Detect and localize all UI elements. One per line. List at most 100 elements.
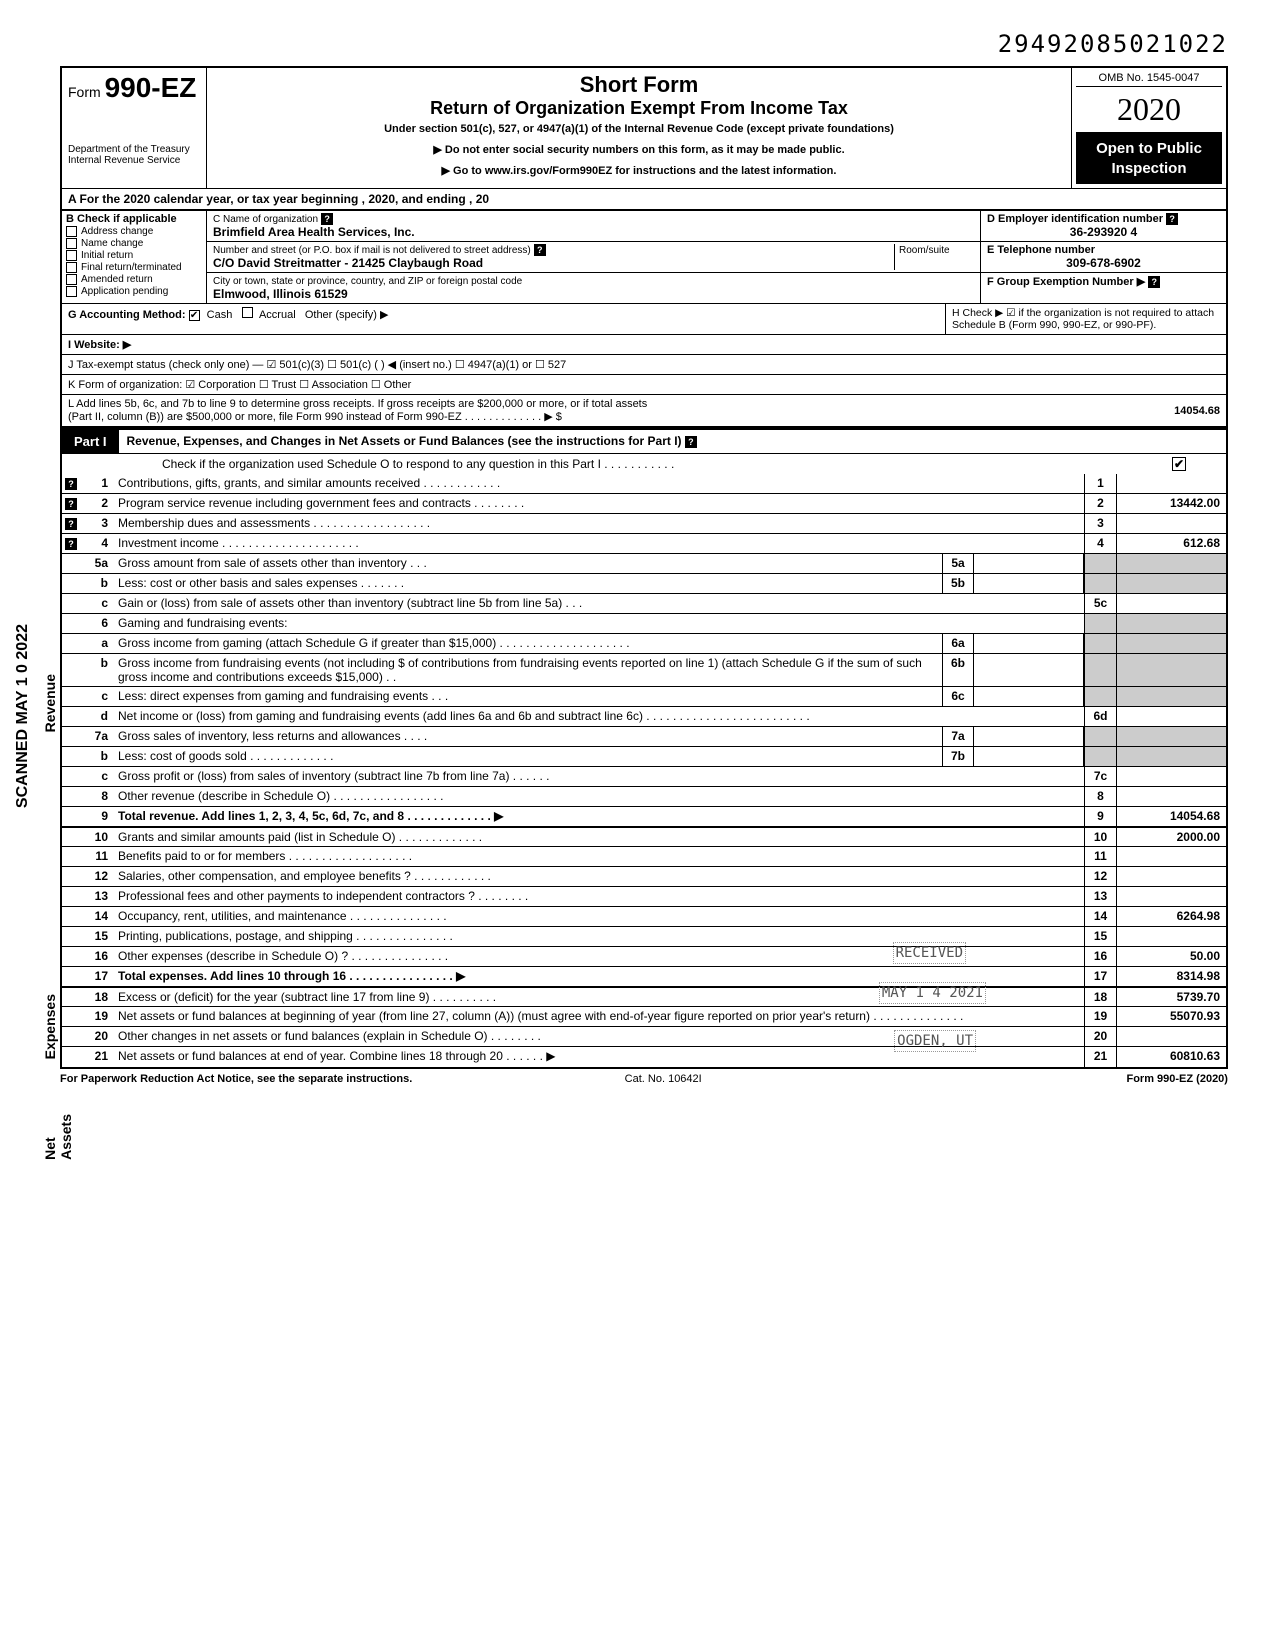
- gross-receipts-value: 14054.68: [1174, 405, 1220, 417]
- mid-value: [974, 574, 1084, 593]
- line-number: 9: [80, 807, 112, 826]
- right-value: 60810.63: [1116, 1047, 1226, 1067]
- help-icon-sidebar[interactable]: [62, 614, 80, 633]
- right-line-number: 10: [1084, 828, 1116, 846]
- line-number: 21: [80, 1047, 112, 1067]
- help-icon-sidebar[interactable]: ?: [62, 474, 80, 493]
- form-prefix: Form: [68, 84, 101, 100]
- part-i-title: Revenue, Expenses, and Changes in Net As…: [119, 430, 1226, 453]
- help-icon[interactable]: ?: [534, 244, 546, 256]
- right-value: [1116, 867, 1226, 886]
- help-icon-sidebar[interactable]: [62, 988, 80, 1006]
- right-value: [1116, 687, 1226, 706]
- checkbox-initial-return[interactable]: [66, 250, 77, 261]
- help-icon-sidebar[interactable]: [62, 927, 80, 946]
- help-icon-sidebar[interactable]: [62, 767, 80, 786]
- checkbox-accrual[interactable]: [242, 307, 253, 318]
- help-icon-sidebar[interactable]: [62, 907, 80, 926]
- help-icon[interactable]: ?: [685, 436, 697, 448]
- right-line-number: 7c: [1084, 767, 1116, 786]
- return-title: Return of Organization Exempt From Incom…: [215, 98, 1063, 119]
- netassets-tab: Net Assets: [42, 1114, 74, 1160]
- section-h: H Check ▶ ☑ if the organization is not r…: [946, 304, 1226, 334]
- scanned-stamp: SCANNED MAY 1 0 2022: [14, 624, 32, 808]
- line-number: 19: [80, 1007, 112, 1026]
- org-name-value: Brimfield Area Health Services, Inc.: [213, 225, 415, 239]
- help-icon-sidebar[interactable]: [62, 554, 80, 573]
- help-icon-sidebar[interactable]: [62, 947, 80, 966]
- help-icon[interactable]: ?: [1148, 276, 1160, 288]
- help-icon[interactable]: ?: [1166, 213, 1178, 225]
- checkbox-cash[interactable]: ✔: [189, 310, 200, 321]
- line-13: 13Professional fees and other payments t…: [62, 887, 1226, 907]
- expenses-tab: Expenses: [42, 994, 58, 1059]
- org-info-grid: B Check if applicable Address change Nam…: [60, 211, 1228, 303]
- right-value: 6264.98: [1116, 907, 1226, 926]
- checkbox-amended[interactable]: [66, 274, 77, 285]
- help-icon-sidebar[interactable]: [62, 1007, 80, 1026]
- right-line-number: [1084, 574, 1116, 593]
- help-icon-sidebar[interactable]: ?: [62, 534, 80, 553]
- line-number: b: [80, 747, 112, 766]
- ein-label: D Employer identification number: [987, 213, 1163, 225]
- help-icon-sidebar[interactable]: [62, 707, 80, 726]
- help-icon-sidebar[interactable]: [62, 634, 80, 653]
- section-b-checkboxes: B Check if applicable Address change Nam…: [62, 211, 207, 303]
- mid-value: [974, 747, 1084, 766]
- right-line-number: 20: [1084, 1027, 1116, 1046]
- help-icon-sidebar[interactable]: [62, 867, 80, 886]
- help-icon-sidebar[interactable]: [62, 787, 80, 806]
- checkbox-pending[interactable]: [66, 286, 77, 297]
- right-line-number: 9: [1084, 807, 1116, 826]
- help-icon[interactable]: ?: [321, 213, 333, 225]
- help-icon-sidebar[interactable]: [62, 1027, 80, 1046]
- help-icon-sidebar[interactable]: ?: [62, 514, 80, 533]
- section-de: D Employer identification number ? 36-29…: [981, 211, 1226, 303]
- line-description: Gross sales of inventory, less returns a…: [112, 727, 942, 746]
- checkbox-name-change[interactable]: [66, 238, 77, 249]
- paperwork-notice: For Paperwork Reduction Act Notice, see …: [60, 1073, 412, 1085]
- help-icon-sidebar[interactable]: [62, 847, 80, 866]
- help-icon-sidebar[interactable]: [62, 727, 80, 746]
- line-description: Program service revenue including govern…: [112, 494, 1084, 513]
- right-line-number: 16: [1084, 947, 1116, 966]
- help-icon-sidebar[interactable]: [62, 594, 80, 613]
- line-number: c: [80, 767, 112, 786]
- right-line-number: 8: [1084, 787, 1116, 806]
- schedule-o-checkbox[interactable]: ✔: [1172, 457, 1186, 471]
- line-1: ?1Contributions, gifts, grants, and simi…: [62, 474, 1226, 494]
- help-icon-sidebar[interactable]: [62, 828, 80, 846]
- help-icon-sidebar[interactable]: [62, 887, 80, 906]
- row-l-text2: (Part II, column (B)) are $500,000 or mo…: [68, 410, 647, 423]
- line-16: 16Other expenses (describe in Schedule O…: [62, 947, 1226, 967]
- line-number: 12: [80, 867, 112, 886]
- open-to-public: Open to Public Inspection: [1076, 133, 1222, 184]
- help-icon-sidebar[interactable]: [62, 1047, 80, 1067]
- line-number: 2: [80, 494, 112, 513]
- help-icon-sidebar[interactable]: [62, 687, 80, 706]
- line-number: 6: [80, 614, 112, 633]
- line-9: 9Total revenue. Add lines 1, 2, 3, 4, 5c…: [62, 807, 1226, 827]
- right-value: [1116, 574, 1226, 593]
- part-i-subtitle: Check if the organization used Schedule …: [60, 454, 1228, 474]
- right-line-number: 17: [1084, 967, 1116, 986]
- line-description: Membership dues and assessments . . . . …: [112, 514, 1084, 533]
- line-21: 21Net assets or fund balances at end of …: [62, 1047, 1226, 1067]
- line-6: 6Gaming and fundraising events:: [62, 614, 1226, 634]
- help-icon-sidebar[interactable]: [62, 574, 80, 593]
- help-icon-sidebar[interactable]: [62, 654, 80, 686]
- checkbox-address-change[interactable]: [66, 226, 77, 237]
- row-l-text1: L Add lines 5b, 6c, and 7b to line 9 to …: [68, 398, 647, 410]
- help-icon-sidebar[interactable]: [62, 967, 80, 986]
- checkbox-final-return[interactable]: [66, 262, 77, 273]
- line-number: b: [80, 654, 112, 686]
- right-line-number: 4: [1084, 534, 1116, 553]
- help-icon-sidebar[interactable]: [62, 747, 80, 766]
- line-number: 18: [80, 988, 112, 1006]
- line-number: 10: [80, 828, 112, 846]
- line-5a: 5aGross amount from sale of assets other…: [62, 554, 1226, 574]
- help-icon-sidebar[interactable]: ?: [62, 494, 80, 513]
- line-description: Contributions, gifts, grants, and simila…: [112, 474, 1084, 493]
- help-icon-sidebar[interactable]: [62, 807, 80, 826]
- line-number: 17: [80, 967, 112, 986]
